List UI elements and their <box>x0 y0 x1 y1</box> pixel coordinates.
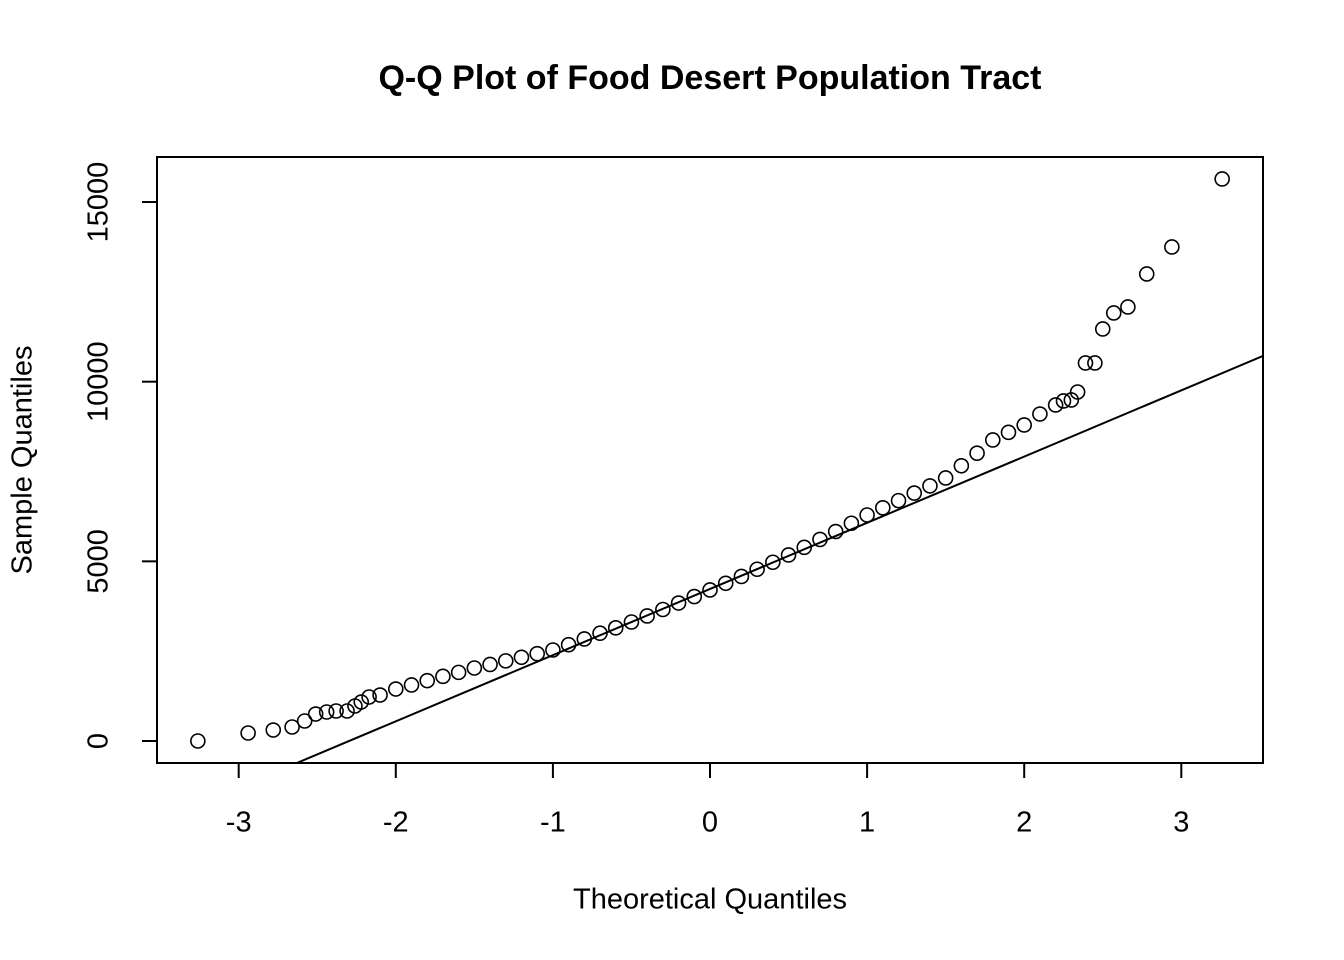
point <box>1032 406 1048 422</box>
point <box>922 478 938 494</box>
x-tick-label: -1 <box>540 807 566 839</box>
point <box>339 703 355 719</box>
point <box>372 687 388 703</box>
point <box>1077 355 1094 371</box>
point <box>482 656 498 673</box>
point <box>1164 239 1180 255</box>
point <box>284 719 300 735</box>
point <box>702 582 718 598</box>
point <box>576 631 593 647</box>
x-tick-label: -3 <box>226 807 252 839</box>
point <box>890 492 907 509</box>
point <box>1094 321 1111 337</box>
point <box>592 625 608 642</box>
point <box>435 668 451 685</box>
point <box>796 539 813 556</box>
point <box>387 681 404 697</box>
point <box>1016 417 1033 433</box>
x-tick-label: 0 <box>702 807 718 839</box>
point <box>1055 393 1072 409</box>
point <box>733 568 750 585</box>
point <box>361 689 377 705</box>
x-tick-label: -2 <box>383 807 409 839</box>
point <box>749 561 765 578</box>
point <box>827 523 844 540</box>
point <box>1214 171 1230 187</box>
plot-frame <box>156 156 1264 764</box>
point <box>450 664 467 681</box>
point <box>560 636 577 653</box>
point <box>403 677 420 693</box>
point <box>717 575 734 592</box>
point <box>466 660 483 676</box>
chart-title: Q-Q Plot of Food Desert Population Tract <box>378 59 1041 97</box>
point <box>780 547 797 563</box>
point <box>513 649 530 666</box>
point <box>937 470 954 486</box>
y-tick-label: 15000 <box>83 162 115 243</box>
point <box>419 672 436 689</box>
point <box>1047 397 1064 413</box>
point <box>655 601 671 618</box>
point <box>686 588 703 605</box>
x-tick-label: 2 <box>1016 807 1032 839</box>
point <box>843 515 860 532</box>
point <box>190 733 206 749</box>
point <box>875 500 891 516</box>
point <box>623 614 640 630</box>
point <box>353 694 370 710</box>
point <box>984 432 1001 448</box>
point <box>296 713 313 729</box>
point <box>639 608 655 624</box>
point <box>670 595 687 611</box>
point <box>969 445 985 461</box>
point <box>328 703 344 719</box>
point <box>318 704 335 720</box>
point <box>1069 384 1086 400</box>
point <box>1000 424 1017 441</box>
point <box>607 620 624 636</box>
reference-line <box>294 355 1263 763</box>
x-axis-label: Theoretical Quantiles <box>573 884 847 916</box>
point <box>812 531 828 548</box>
x-tick-label: 1 <box>859 807 875 839</box>
point <box>529 645 545 662</box>
y-tick-label: 0 <box>83 733 115 749</box>
point <box>1120 299 1136 315</box>
x-tick-label: 3 <box>1173 807 1189 839</box>
point <box>953 457 970 474</box>
point <box>906 485 923 501</box>
point <box>1087 355 1103 371</box>
y-axis-label: Sample Quantiles <box>7 346 39 575</box>
point <box>240 725 256 741</box>
y-tick-label: 5000 <box>83 529 115 594</box>
point <box>765 554 781 571</box>
point <box>545 642 561 658</box>
point <box>1105 305 1122 321</box>
point <box>497 653 514 669</box>
point <box>1138 266 1155 282</box>
point <box>859 507 875 523</box>
point <box>265 722 282 738</box>
point <box>307 706 324 722</box>
y-tick-label: 10000 <box>83 341 115 422</box>
